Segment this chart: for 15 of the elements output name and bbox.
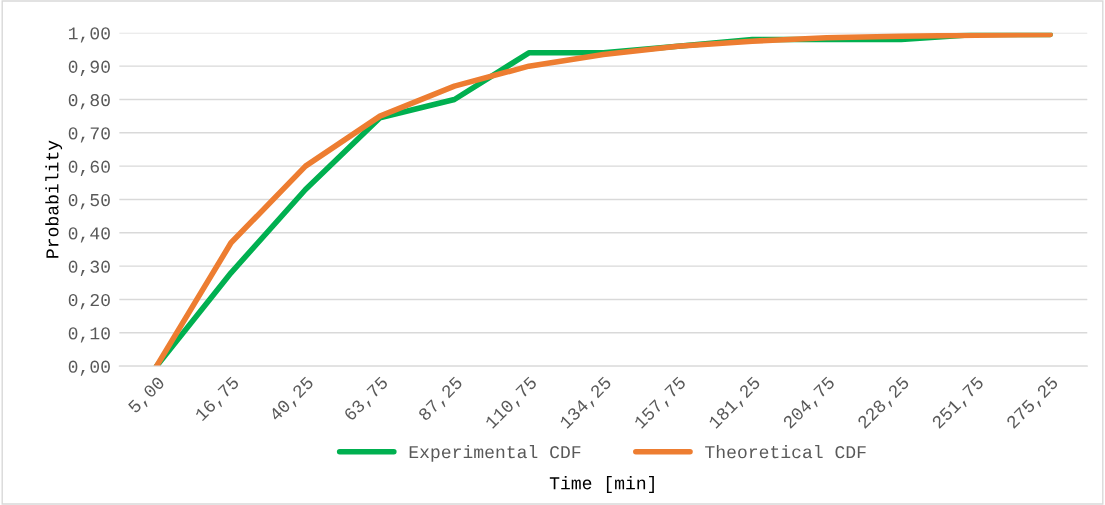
y-tick-label: 0,20 bbox=[68, 293, 110, 310]
y-tick-label: 0,80 bbox=[68, 93, 110, 110]
legend-label: Experimental CDF bbox=[409, 445, 581, 462]
y-tick-label: 0,40 bbox=[68, 227, 110, 243]
y-tick-label: 0,70 bbox=[68, 127, 110, 143]
y-tick-label: 0,00 bbox=[68, 360, 110, 376]
y-tick-label: 1,00 bbox=[68, 27, 110, 43]
x-axis-title: Time [min] bbox=[549, 476, 654, 493]
y-tick-label: 0,90 bbox=[68, 60, 110, 76]
y-tick-label: 0,30 bbox=[68, 260, 110, 276]
y-tick-label: 0,60 bbox=[68, 160, 110, 176]
legend-label: Theoretical CDF bbox=[705, 445, 866, 459]
y-tick-label: 0,10 bbox=[68, 327, 110, 343]
y-axis-title: Probability bbox=[45, 140, 63, 258]
y-tick-label: 0,50 bbox=[68, 193, 110, 210]
